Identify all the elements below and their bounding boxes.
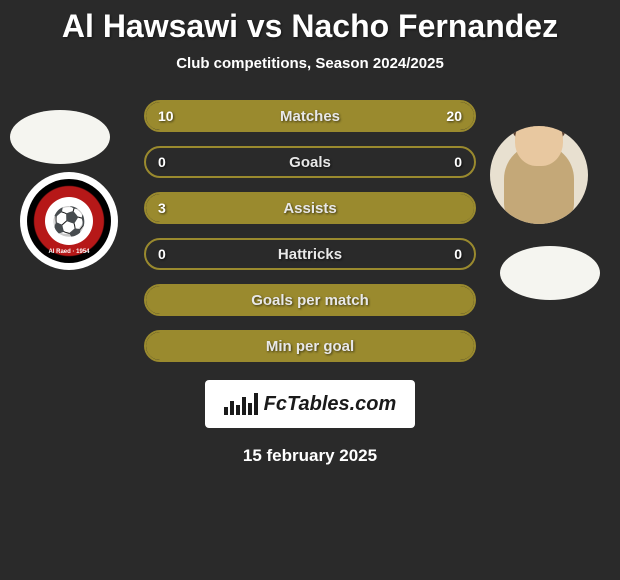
stat-row: Hattricks0 0 bbox=[144, 238, 476, 270]
stat-value-left: 3 bbox=[158, 200, 166, 216]
brand-badge[interactable]: FcTables.com bbox=[205, 380, 415, 428]
stat-label: Matches bbox=[146, 108, 474, 125]
page-title: Al Hawsawi vs Nacho Fernandez bbox=[62, 8, 558, 45]
stat-row: Matches10 20 bbox=[144, 100, 476, 132]
stat-label: Assists bbox=[146, 200, 474, 217]
comparison-card: Al Hawsawi vs Nacho Fernandez Club compe… bbox=[0, 0, 620, 580]
brand-label: FcTables.com bbox=[264, 393, 397, 416]
stat-row: Goals0 0 bbox=[144, 146, 476, 178]
subtitle: Club competitions, Season 2024/2025 bbox=[176, 55, 444, 72]
stat-row: Goals per match bbox=[144, 284, 476, 316]
stat-row: Min per goal bbox=[144, 330, 476, 362]
stat-value-right: 20 bbox=[446, 108, 462, 124]
stat-label: Min per goal bbox=[146, 338, 474, 355]
stat-value-right: 0 bbox=[454, 154, 462, 170]
stat-value-left: 0 bbox=[158, 154, 166, 170]
date-text: 15 february 2025 bbox=[243, 446, 377, 466]
stat-value-left: 0 bbox=[158, 246, 166, 262]
bar-chart-icon bbox=[224, 393, 258, 415]
stat-value-left: 10 bbox=[158, 108, 174, 124]
stat-value-right: 0 bbox=[454, 246, 462, 262]
stats-bars: Matches1020Goals00Assists3Hattricks00Goa… bbox=[0, 100, 620, 362]
stat-label: Goals bbox=[146, 154, 474, 171]
stat-label: Goals per match bbox=[146, 292, 474, 309]
stat-label: Hattricks bbox=[146, 246, 474, 263]
stat-row: Assists3 bbox=[144, 192, 476, 224]
